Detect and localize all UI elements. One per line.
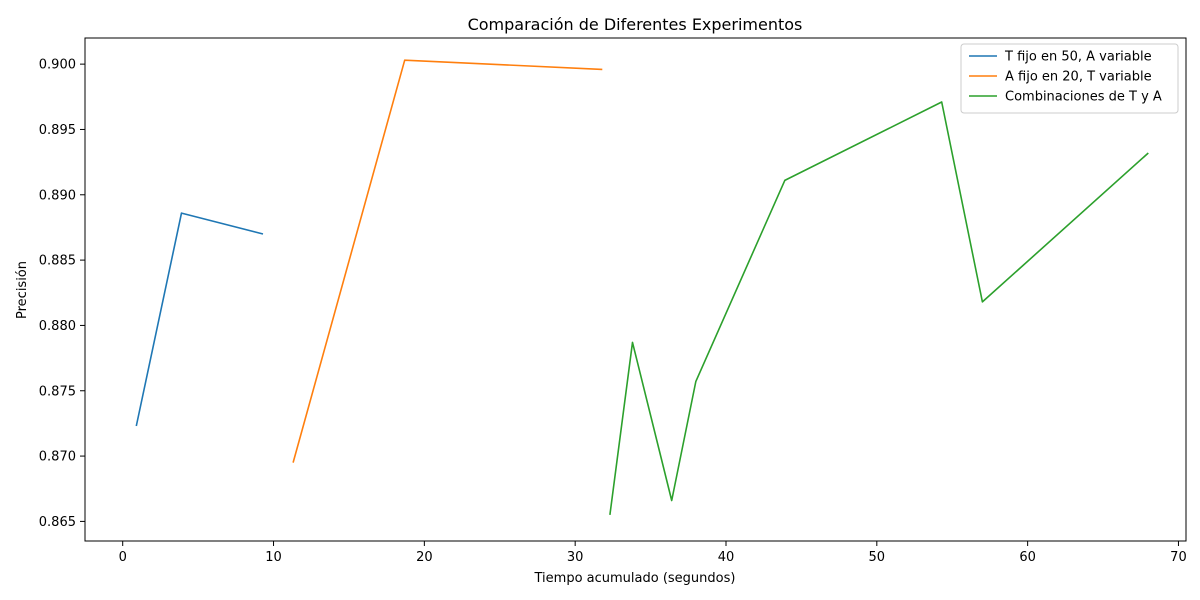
- x-tick-label: 10: [265, 550, 282, 565]
- x-tick-label: 30: [567, 550, 584, 565]
- series-line-2: [292, 59, 603, 463]
- series-line-3: [609, 101, 1149, 516]
- series-line-1: [135, 212, 264, 427]
- legend-label-3: Combinaciones de T y A: [1005, 90, 1162, 105]
- x-axis-label: Tiempo acumulado (segundos): [534, 571, 736, 586]
- x-tick-label: 20: [416, 550, 433, 565]
- x-tick-label: 50: [869, 550, 886, 565]
- y-tick-label: 0.880: [39, 319, 76, 334]
- x-tick-label: 40: [718, 550, 735, 565]
- legend-label-2: A fijo en 20, T variable: [1005, 70, 1152, 85]
- x-tick-label: 0: [119, 550, 127, 565]
- y-axis-label: Precisión: [15, 261, 30, 319]
- chart-title: Comparación de Diferentes Experimentos: [468, 15, 803, 34]
- y-tick-label: 0.895: [39, 123, 76, 138]
- plot-area: [135, 59, 1149, 516]
- legend-label-1: T fijo en 50, A variable: [1004, 50, 1152, 65]
- x-tick-label: 70: [1170, 550, 1187, 565]
- y-tick-label: 0.885: [39, 254, 76, 269]
- y-tick-label: 0.865: [39, 515, 76, 530]
- plot-frame: [84, 37, 1187, 542]
- x-tick-label: 60: [1019, 550, 1036, 565]
- legend: T fijo en 50, A variable A fijo en 20, T …: [960, 43, 1179, 114]
- y-tick-label: 0.900: [39, 58, 76, 73]
- axes: 0 10 20 30 40 50 60 70 0.865 0.870 0.875 0.880 0.885…: [39, 58, 1187, 565]
- y-tick-label: 0.890: [39, 188, 76, 203]
- y-tick-label: 0.875: [39, 384, 76, 399]
- legend-box: [960, 43, 1179, 114]
- y-tick-label: 0.870: [39, 450, 76, 465]
